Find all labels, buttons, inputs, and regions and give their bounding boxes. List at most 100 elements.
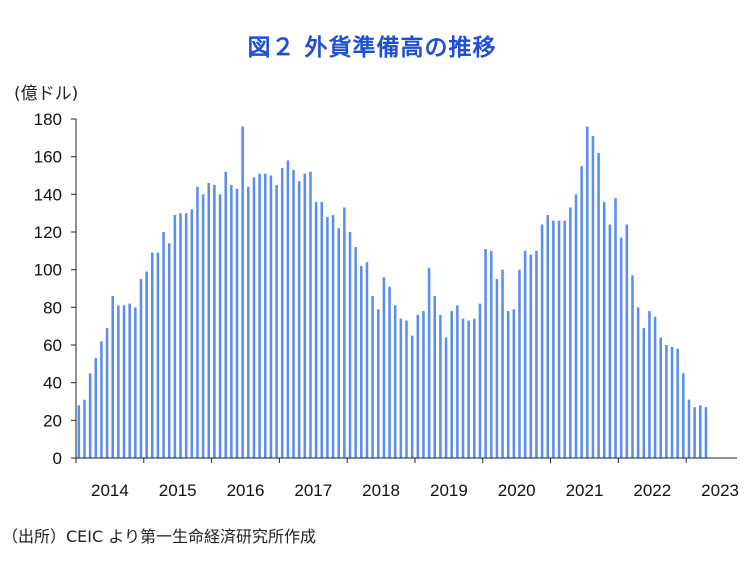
bar-3 [94,358,98,458]
bar-86 [563,220,566,458]
bar-63 [433,296,437,458]
bar-35 [275,184,278,459]
bar-64 [439,314,442,458]
bar-6 [111,296,114,458]
bar-43 [320,201,324,458]
y-tick-label-60: 60 [43,336,62,355]
bar-32 [258,173,261,458]
bar-1 [83,399,86,458]
bar-61 [422,311,425,458]
bar-7 [117,305,120,458]
y-tick-label-160: 160 [34,148,62,167]
bar-38 [292,169,295,458]
bar-96 [619,237,623,458]
y-tick-label-140: 140 [34,185,62,204]
bar-26 [224,171,227,459]
y-tick-label-80: 80 [43,298,62,317]
bar-91 [591,135,595,458]
bar-10 [134,307,137,458]
bar-67 [456,305,459,458]
bar-106 [676,348,679,458]
x-tick-label-2022: 2022 [633,481,671,500]
bar-24 [213,184,216,459]
bar-99 [636,307,640,458]
y-tick-label-100: 100 [34,261,62,280]
bar-36 [280,167,284,458]
bar-69 [467,320,470,458]
bar-19 [184,213,188,458]
bar-11 [139,279,143,458]
bar-29 [241,126,244,458]
bar-81 [535,250,538,458]
bar-73 [489,250,493,458]
source-note: （出所）CEIC より第一生命経済研究所作成 [2,527,316,546]
bar-0 [77,405,81,458]
bar-104 [665,345,668,458]
bar-20 [190,209,194,458]
bar-30 [247,186,250,459]
bar-108 [687,399,691,458]
y-tick-label-40: 40 [43,374,62,393]
bar-94 [608,224,612,458]
bar-51 [365,262,369,458]
x-tick-label-2018: 2018 [362,481,400,500]
bar-55 [388,286,391,458]
bar-78 [518,269,521,458]
bar-53 [376,309,380,458]
bar-85 [557,220,561,458]
x-tick-label-2021: 2021 [566,481,604,500]
bar-71 [478,303,482,458]
bar-89 [580,166,583,458]
bar-101 [648,311,651,458]
bar-34 [269,175,273,458]
bar-79 [523,250,527,458]
bar-97 [625,224,629,458]
x-tick-label-2019: 2019 [430,481,468,500]
bar-27 [230,184,233,459]
bar-5 [105,328,109,458]
bar-9 [128,303,131,458]
bar-72 [484,248,487,458]
bar-66 [450,311,453,458]
bar-54 [382,277,386,458]
bar-15 [162,232,165,458]
bar-59 [410,335,414,458]
bar-21 [196,186,199,459]
bar-76 [506,311,510,458]
bar-88 [574,194,578,458]
bar-14 [156,252,160,458]
bar-28 [235,188,239,458]
bar-70 [473,318,476,458]
bar-41 [309,171,312,459]
bar-87 [569,207,572,458]
bar-83 [546,215,550,458]
bar-57 [399,318,403,458]
bar-25 [218,194,222,458]
x-tick-label-2016: 2016 [227,481,265,500]
x-tick-label-2023: 2023 [701,481,739,500]
bar-62 [427,267,431,458]
bar-102 [653,316,657,458]
bar-52 [371,296,374,458]
bar-109 [693,407,696,458]
bar-93 [602,201,606,458]
bar-17 [173,215,177,458]
bar-48 [348,232,352,458]
bar-111 [704,407,708,458]
y-tick-label-180: 180 [34,110,62,129]
bar-47 [343,207,346,458]
bar-42 [314,201,318,458]
bar-77 [512,309,516,458]
x-tick-label-2014: 2014 [91,481,129,500]
bar-80 [529,254,533,458]
bar-68 [461,318,465,458]
y-axis-unit-label: (億ドル) [14,84,79,104]
y-tick-label-120: 120 [34,223,62,242]
bar-60 [416,314,420,458]
bar-107 [682,373,685,458]
bar-82 [540,224,544,458]
x-tick-label-2020: 2020 [498,481,536,500]
bar-58 [405,320,408,458]
bar-74 [495,279,499,458]
